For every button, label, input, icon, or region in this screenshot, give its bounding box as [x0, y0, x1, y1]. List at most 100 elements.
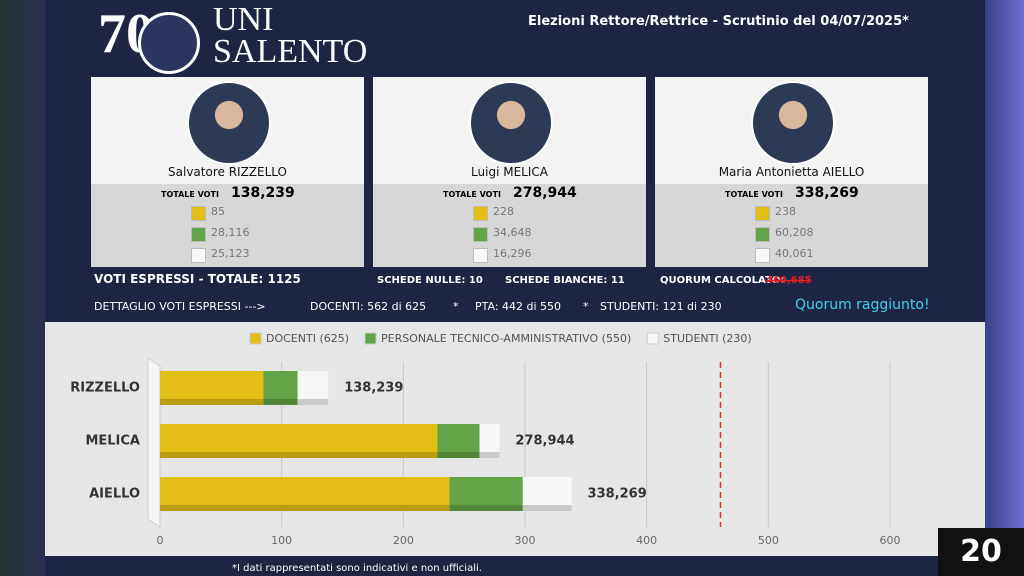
bar-shadow: [160, 452, 438, 458]
candidate-card: Maria Antonietta AIELLO TOTALE VOTI 338,26…: [655, 77, 928, 267]
legend-swatch: [755, 248, 770, 263]
total-label: TOTALE VOTI: [725, 190, 783, 199]
bar-shadow: [160, 505, 450, 511]
bar-segment: [437, 424, 480, 458]
candidate-photo: [187, 81, 271, 165]
x-tick-label: 500: [758, 534, 779, 547]
x-tick-label: 100: [271, 534, 292, 547]
category-label: MELICA: [85, 434, 140, 449]
schede-bianche: SCHEDE BIANCHE: 11: [505, 275, 625, 286]
totals-band: TOTALE VOTI 278,944 228 34,648 16,296: [373, 184, 646, 267]
breakdown-value: 28,116: [211, 226, 250, 239]
legend-swatch: [473, 206, 488, 221]
x-tick-label: 0: [157, 534, 164, 547]
studenti: STUDENTI: 121 di 230: [600, 300, 722, 313]
totals-band: TOTALE VOTI 138,239 85 28,116 25,123: [91, 184, 364, 267]
bar-shadow: [437, 452, 480, 458]
candidate-name: Luigi MELICA: [471, 165, 548, 179]
total-value: 138,239: [231, 185, 295, 201]
bar-shadow: [449, 505, 523, 511]
x-tick-label: 300: [515, 534, 536, 547]
dettaglio: DETTAGLIO VOTI ESPRESSI --->: [94, 300, 266, 313]
bar-shadow: [479, 452, 500, 458]
legend-swatch: [191, 248, 206, 263]
bar-shadow: [522, 505, 572, 511]
logo-text: UNI SALENTO: [213, 3, 368, 70]
schede-nulle: SCHEDE NULLE: 10: [377, 275, 483, 286]
separator: *: [453, 300, 459, 313]
total-label: TOTALE VOTI: [443, 190, 501, 199]
breakdown-value: 228: [493, 205, 514, 218]
breakdown-pta: 28,116: [191, 226, 250, 242]
title: Elezioni Rettore/Rettrice - Scrutinio de…: [528, 14, 909, 29]
bar-shadow: [263, 399, 298, 405]
logo-text-2: SALENTO: [213, 33, 368, 70]
breakdown-value: 34,648: [493, 226, 532, 239]
bar-shadow: [160, 399, 264, 405]
breakdown-studenti: 16,296: [473, 247, 532, 263]
docenti: DOCENTI: 562 di 625: [310, 300, 427, 313]
footer: [0, 556, 1024, 576]
legend-swatch: [755, 206, 770, 221]
bar-segment: [160, 477, 450, 511]
breakdown-value: 238: [775, 205, 796, 218]
breakdown-value: 60,208: [775, 226, 814, 239]
bar-segment: [160, 424, 438, 458]
total-value: 338,269: [795, 185, 859, 201]
legend-swatch: [191, 227, 206, 242]
quorum-label: QUORUM CALCOLATO:: [660, 275, 785, 286]
breakdown-docenti: 228: [473, 205, 514, 221]
totals-band: TOTALE VOTI 338,269 238 60,208 40,061: [655, 184, 928, 267]
quorum-status: Quorum raggiunto!: [795, 297, 930, 313]
candidate-name: Maria Antonietta AIELLO: [718, 165, 865, 179]
pta: PTA: 442 di 550: [475, 300, 562, 313]
legend-swatch: [364, 332, 377, 345]
category-label: RIZZELLO: [70, 381, 140, 396]
breakdown-docenti: 238: [755, 205, 796, 221]
legend-label: STUDENTI (230): [663, 332, 751, 345]
breakdown-value: 16,296: [493, 247, 532, 260]
legend-label: PERSONALE TECNICO-AMMINISTRATIVO (550): [381, 332, 631, 345]
candidate-card: Luigi MELICA TOTALE VOTI 278,944 228 34,648 1…: [373, 77, 646, 267]
chart: 0 100 200 300 400 500 600 DOCENTI (625) PERSONAL…: [45, 322, 985, 556]
breakdown-pta: 34,648: [473, 226, 532, 242]
total-value: 278,944: [513, 185, 577, 201]
category-label: AIELLO: [89, 487, 140, 502]
footer-note: *I dati rappresentati sono indicativi e …: [232, 563, 482, 574]
header: [45, 0, 985, 75]
breakdown-pta: 60,208: [755, 226, 814, 242]
breakdown-docenti: 85: [191, 205, 225, 221]
x-tick-label: 400: [636, 534, 657, 547]
logo-seal: [138, 12, 200, 74]
axis-wall: [147, 357, 161, 528]
breakdown-studenti: 25,123: [191, 247, 250, 263]
candidate-photo: [469, 81, 553, 165]
legend-swatch: [473, 227, 488, 242]
breakdown-studenti: 40,061: [755, 247, 814, 263]
breakdown-value: 85: [211, 205, 225, 218]
clock: 20 36: [938, 528, 1024, 576]
bar-shadow: [297, 399, 329, 405]
total-label: 138,239: [344, 381, 403, 396]
quorum-value: 460,685: [766, 275, 812, 286]
bar-segment: [297, 371, 329, 405]
bar-segment: [479, 424, 500, 458]
legend-label: DOCENTI (625): [266, 332, 349, 345]
voti-espressi: VOTI ESPRESSI - TOTALE: 1125: [94, 272, 301, 286]
legend-swatch: [473, 248, 488, 263]
breakdown-value: 40,061: [775, 247, 814, 260]
bar-segment: [449, 477, 523, 511]
separator: *: [583, 300, 589, 313]
legend-swatch: [249, 332, 262, 345]
bar-segment: [160, 371, 264, 405]
candidate-photo: [751, 81, 835, 165]
legend-swatch: [191, 206, 206, 221]
breakdown-value: 25,123: [211, 247, 250, 260]
legend-swatch: [646, 332, 659, 345]
x-tick-label: 600: [880, 534, 901, 547]
x-tick-label: 200: [393, 534, 414, 547]
total-label: 338,269: [588, 487, 647, 502]
bar-segment: [522, 477, 572, 511]
total-label: TOTALE VOTI: [161, 190, 219, 199]
